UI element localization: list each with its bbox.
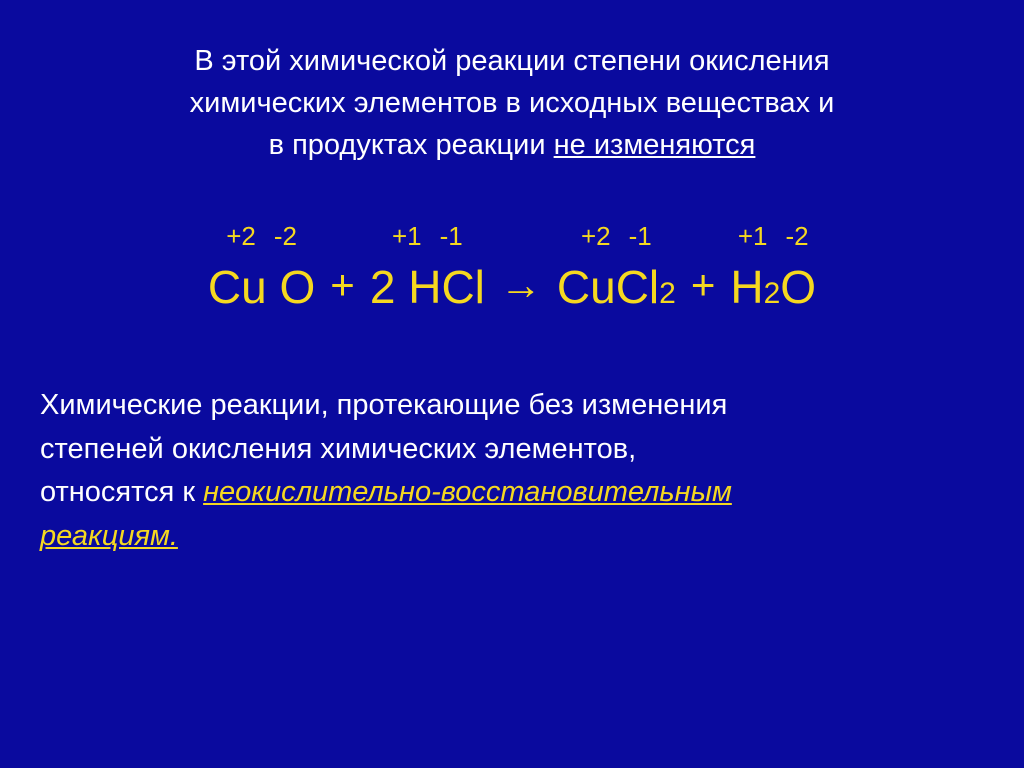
product-h2o: +1 -2 H2O [730, 221, 816, 314]
formula-cuo: Cu O [208, 260, 315, 314]
plus-sign-2: + [691, 261, 716, 314]
reactant-cuo: +2 -2 Cu O [208, 221, 315, 314]
ox-cu: +2 [226, 221, 256, 252]
oxidation-states-cuo: +2 -2 [226, 221, 297, 252]
conclusion-line3-start: относятся к [40, 476, 203, 508]
elem-cu: Cu [208, 261, 267, 313]
intro-line3-start: в продуктах реакции [269, 129, 554, 161]
ox-cl2: -1 [629, 221, 652, 252]
reactant-hcl: +1 -1 2 HCl [370, 221, 485, 314]
sub-2h: 2 [764, 277, 781, 310]
elem-o: O [280, 261, 316, 313]
formula-h2o: H2O [730, 260, 816, 314]
elem-o2: O [780, 261, 816, 313]
intro-paragraph: В этой химической реакции степени окисле… [30, 40, 994, 166]
conclusion-italic1: неокислительно-восстановительным [203, 476, 732, 508]
product-cucl2: +2 -1 CuCl2 [557, 221, 676, 314]
elem-h2: H [730, 261, 763, 313]
intro-line2: химических элементов в исходных вещества… [190, 87, 835, 119]
ox-cu2: +2 [581, 221, 611, 252]
chemical-equation: +2 -2 Cu O + +1 -1 2 HCl → +2 -1 CuCl2 +… [30, 221, 994, 314]
conclusion-paragraph: Химические реакции, протекающие без изме… [30, 384, 994, 558]
ox-o: -2 [274, 221, 297, 252]
elem-cu2: Cu [557, 261, 616, 313]
elem-cl: Cl [441, 261, 484, 313]
ox-h: +1 [392, 221, 422, 252]
conclusion-line2: степеней окисления химических элементов, [40, 433, 636, 465]
ox-cl: -1 [440, 221, 463, 252]
ox-h2: +1 [738, 221, 768, 252]
conclusion-line1: Химические реакции, протекающие без изме… [40, 389, 727, 421]
intro-line1: В этой химической реакции степени окисле… [194, 45, 829, 77]
elem-h: H [408, 261, 441, 313]
plus-sign-1: + [330, 261, 355, 314]
intro-underlined: не изменяются [554, 129, 756, 161]
sub-2: 2 [659, 277, 676, 310]
formula-hcl: 2 HCl [370, 260, 485, 314]
oxidation-states-cucl2: +2 -1 [581, 221, 652, 252]
oxidation-states-hcl: +1 -1 [392, 221, 463, 252]
formula-cucl2: CuCl2 [557, 260, 676, 314]
ox-o2: -2 [785, 221, 808, 252]
coef-2: 2 [370, 261, 396, 313]
conclusion-italic2: реакциям. [40, 520, 178, 552]
reaction-arrow: → [500, 261, 542, 314]
elem-cl2: Cl [616, 261, 659, 313]
oxidation-states-h2o: +1 -2 [738, 221, 809, 252]
